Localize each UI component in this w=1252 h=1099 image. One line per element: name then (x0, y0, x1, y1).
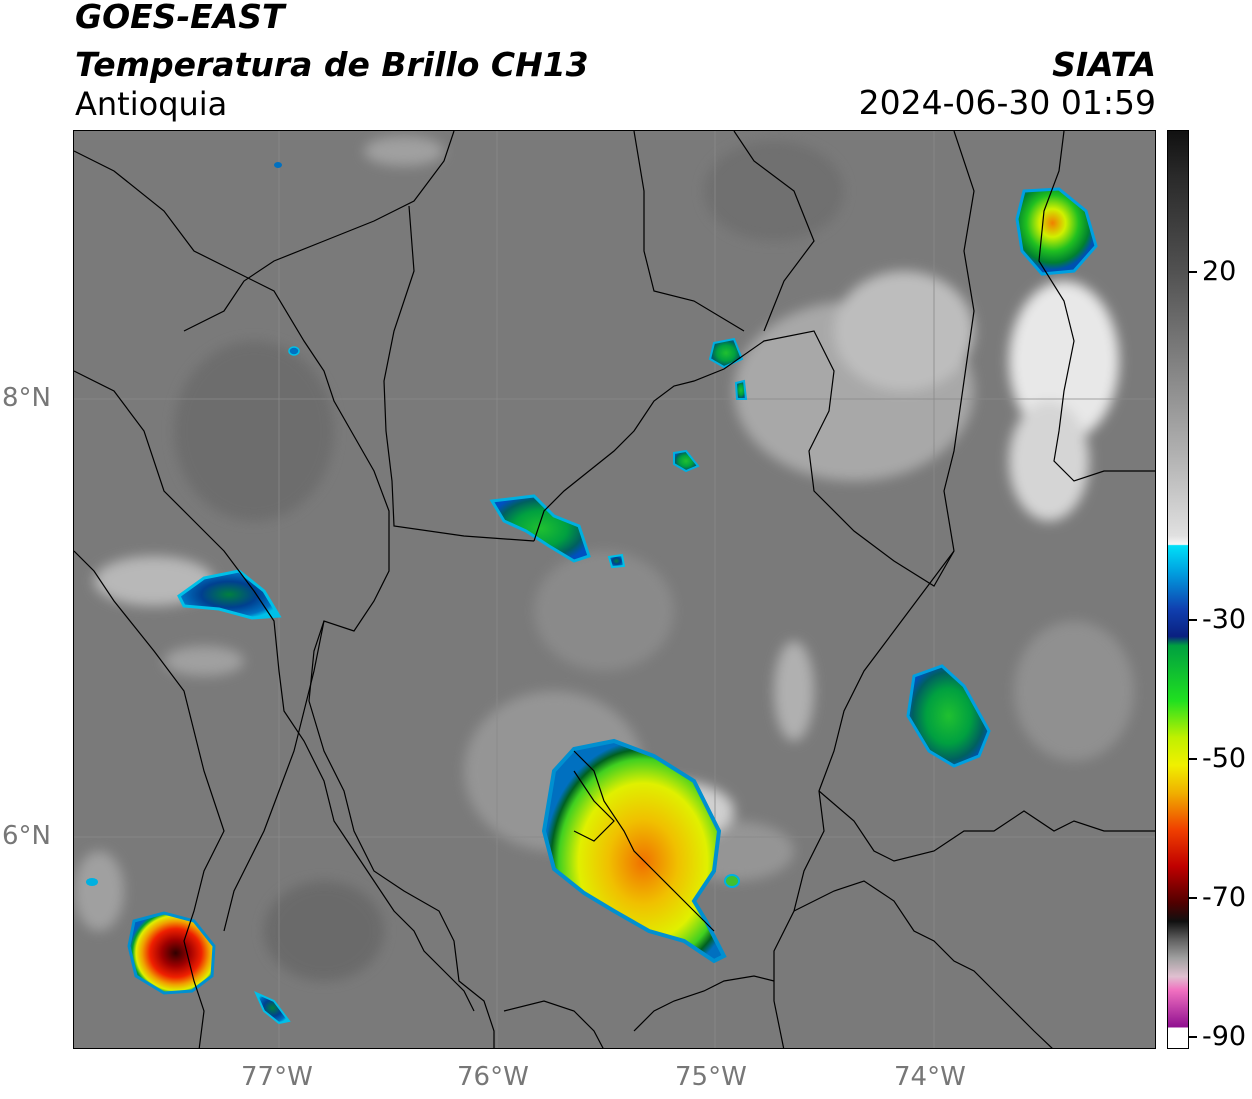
region-label: Antioquia (75, 85, 228, 123)
colorbar-label-20: 20 (1202, 256, 1237, 287)
organization-label: SIATA (1052, 45, 1156, 84)
colorbar-tick (1189, 271, 1197, 273)
satellite-map[interactable] (73, 130, 1156, 1049)
colorbar-tick (1189, 1036, 1197, 1038)
colorbar-label-minus70: -70 (1202, 882, 1247, 913)
colorbar (1167, 130, 1189, 1049)
admin-boundaries (74, 131, 1155, 1048)
colorbar-tick (1189, 758, 1197, 760)
colorbar-gradient (1168, 131, 1188, 1048)
lon-tick-76w: 76°W (457, 1062, 529, 1092)
lon-tick-74w: 74°W (894, 1062, 966, 1092)
timestamp-label: 2024-06-30 01:59 (858, 83, 1156, 122)
colorbar-tick (1189, 619, 1197, 621)
lat-tick-6n: 6°N (2, 821, 51, 851)
lon-tick-75w: 75°W (675, 1062, 747, 1092)
lon-tick-77w: 77°W (241, 1062, 313, 1092)
satellite-title: GOES-EAST (75, 0, 285, 36)
colorbar-label-minus50: -50 (1202, 743, 1247, 774)
colorbar-label-minus90: -90 (1202, 1021, 1247, 1052)
lat-tick-8n: 8°N (2, 383, 51, 413)
colorbar-tick (1189, 897, 1197, 899)
map-canvas (74, 131, 1155, 1048)
product-title: Temperatura de Brillo CH13 (75, 45, 589, 84)
colorbar-label-minus30: -30 (1202, 604, 1247, 635)
